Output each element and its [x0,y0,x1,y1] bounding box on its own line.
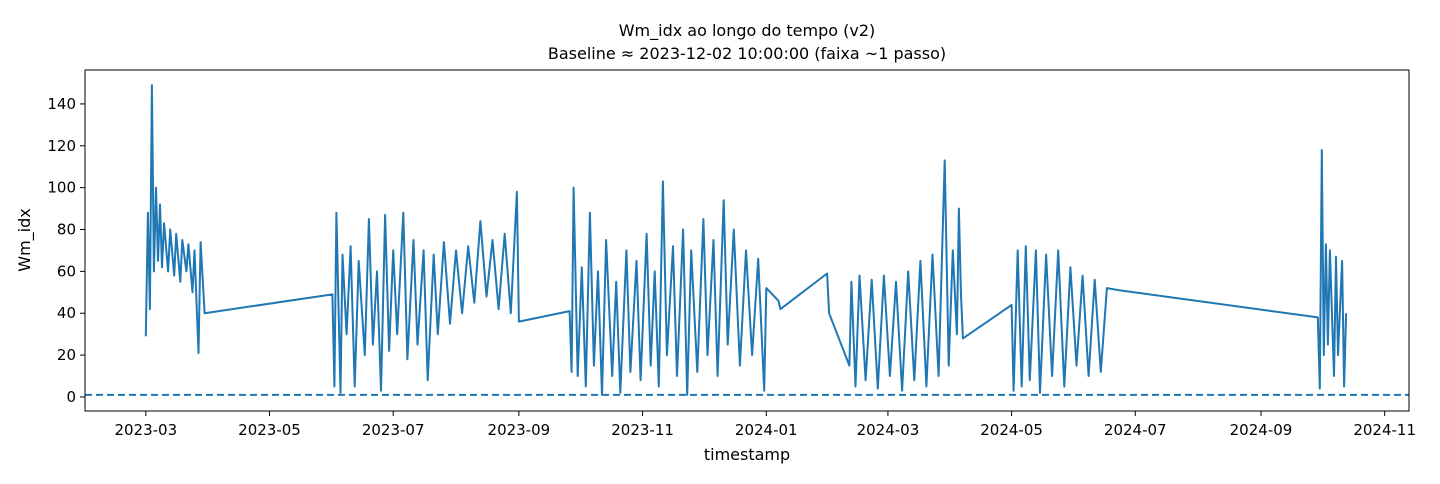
chart-title: Wm_idx ao longo do tempo (v2) [619,21,876,41]
x-tick-label: 2023-11 [611,421,674,439]
x-tick-label: 2023-07 [362,421,425,439]
x-tick-label: 2024-07 [1104,421,1167,439]
x-axis-label: timestamp [704,445,790,464]
y-tick-label: 40 [57,304,76,322]
chart-subtitle: Baseline ≈ 2023-12-02 10:00:00 (faixa ~1… [548,44,946,63]
y-tick-label: 20 [57,346,76,364]
x-tick-label: 2024-03 [857,421,920,439]
x-tick-label: 2023-03 [114,421,177,439]
y-tick-label: 100 [47,179,76,197]
y-tick-label: 60 [57,262,76,280]
x-tick-label: 2024-01 [735,421,798,439]
y-tick-label: 120 [47,137,76,155]
y-tick-label: 140 [47,95,76,113]
x-tick-label: 2024-09 [1230,421,1293,439]
x-tick-label: 2024-05 [980,421,1043,439]
y-tick-label: 80 [57,221,76,239]
plot-frame [84,69,1410,412]
x-tick-label: 2023-09 [488,421,551,439]
data-line [144,84,1348,396]
y-axis-label: Wm_idx [15,208,35,271]
x-tick-label: 2024-11 [1353,421,1416,439]
y-tick-label: 0 [66,388,76,406]
x-tick-label: 2023-05 [238,421,301,439]
